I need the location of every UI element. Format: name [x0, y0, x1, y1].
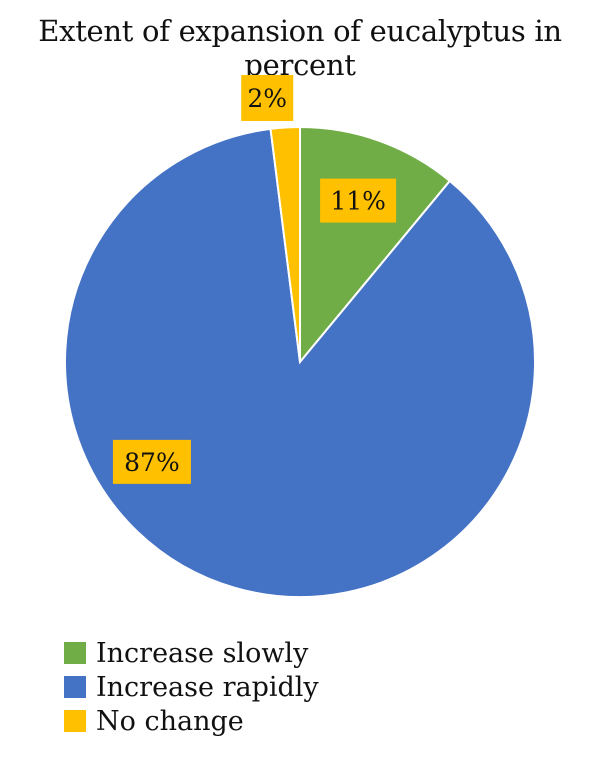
chart-title: Extent of expansion of eucalyptus in per…	[38, 14, 562, 82]
legend: Increase slowly Increase rapidly No chan…	[64, 636, 319, 738]
legend-swatch-increase-slowly	[64, 642, 86, 664]
legend-swatch-increase-rapidly	[64, 676, 86, 698]
data-label-no-change: 2%	[241, 75, 294, 121]
data-label-box-increase-slowly	[320, 178, 397, 223]
legend-label-no-change: No change	[96, 705, 244, 737]
legend-label-increase-rapidly: Increase rapidly	[96, 671, 319, 703]
data-label-text-increase-rapidly: 87%	[124, 448, 180, 477]
legend-item-increase-slowly: Increase slowly	[64, 636, 319, 670]
data-label-text-no-change: 2%	[247, 84, 287, 113]
pie-chart: 11% 87% 2%	[64, 75, 536, 598]
data-label-text-increase-slowly: 11%	[330, 187, 386, 216]
legend-item-increase-rapidly: Increase rapidly	[64, 670, 319, 704]
legend-item-no-change: No change	[64, 704, 319, 738]
pie-slice-no-change	[269, 125, 301, 363]
data-label-box-no-change	[241, 75, 294, 121]
legend-swatch-no-change	[64, 710, 86, 732]
data-label-box-increase-rapidly	[112, 439, 191, 484]
data-label-increase-rapidly: 87%	[112, 439, 191, 484]
legend-label-increase-slowly: Increase slowly	[96, 637, 309, 669]
data-label-increase-slowly: 11%	[320, 178, 397, 223]
